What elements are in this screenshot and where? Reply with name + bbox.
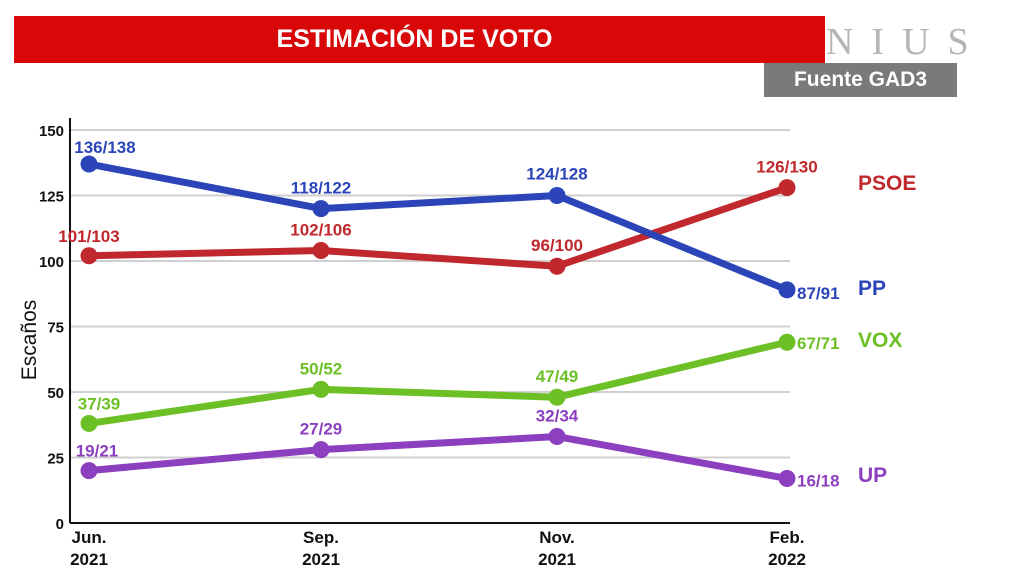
x-tick-label: Sep. <box>303 528 339 547</box>
legend-vox: VOX <box>858 329 902 352</box>
x-tick-label: 2021 <box>538 550 576 569</box>
x-tick-label: Feb. <box>770 528 805 547</box>
series-line-pp <box>85 160 791 294</box>
series-line-up <box>85 433 791 482</box>
data-point-vox <box>80 414 98 432</box>
chart-title: ESTIMACIÓN DE VOTO <box>276 25 553 53</box>
source-text: Fuente GAD3 <box>793 68 927 91</box>
x-tick-label: 2021 <box>302 550 340 569</box>
data-point-psoe <box>312 242 330 260</box>
series-line-vox <box>85 338 791 427</box>
brand-logo: NIUS <box>826 21 987 63</box>
data-point-pp <box>548 187 566 204</box>
data-label-up: 19/21 <box>76 442 119 461</box>
data-point-vox <box>312 380 330 398</box>
y-tick-label: 50 <box>47 385 64 402</box>
x-tick-label: 2022 <box>768 550 806 569</box>
data-point-psoe <box>80 247 98 265</box>
y-tick-label: 150 <box>39 123 64 140</box>
data-label-psoe: 126/130 <box>756 158 817 177</box>
legend-pp: PP <box>858 277 886 300</box>
data-label-pp: 118/122 <box>291 179 352 198</box>
data-point-up <box>80 462 98 480</box>
title-banner: ESTIMACIÓN DE VOTO <box>14 16 825 63</box>
data-point-up <box>778 469 796 487</box>
y-axis-label: Escaños <box>18 300 41 381</box>
y-tick-label: 125 <box>39 189 64 206</box>
data-point-pp <box>778 281 796 299</box>
x-tick-label: Jun. <box>72 528 107 547</box>
legend-psoe: PSOE <box>858 172 916 195</box>
data-label-vox: 47/49 <box>536 367 579 386</box>
data-label-psoe: 101/103 <box>58 227 119 246</box>
data-label-vox: 37/39 <box>78 394 121 413</box>
data-label-vox: 50/52 <box>300 359 343 378</box>
y-tick-label: 100 <box>39 254 64 271</box>
data-label-vox: 67/71 <box>797 334 840 353</box>
legend-up: UP <box>858 464 887 487</box>
data-point-up <box>548 428 566 446</box>
data-point-vox <box>778 333 796 351</box>
data-label-psoe: 96/100 <box>531 236 583 255</box>
data-label-pp: 136/138 <box>74 138 135 157</box>
data-label-pp: 124/128 <box>526 165 587 184</box>
data-point-vox <box>548 388 566 406</box>
y-tick-label: 0 <box>56 516 64 533</box>
series-line-psoe <box>85 184 791 270</box>
data-label-pp: 87/91 <box>797 284 840 303</box>
data-point-psoe <box>778 179 796 197</box>
data-label-up: 16/18 <box>797 471 840 490</box>
data-point-psoe <box>548 257 566 275</box>
data-point-up <box>312 441 330 459</box>
data-label-up: 27/29 <box>300 420 343 439</box>
data-label-up: 32/34 <box>536 407 579 426</box>
data-point-pp <box>80 155 98 173</box>
x-tick-label: Nov. <box>539 528 575 547</box>
y-tick-label: 25 <box>47 451 64 468</box>
x-tick-label: 2021 <box>70 550 108 569</box>
data-point-pp <box>312 200 330 218</box>
source-badge: Fuente GAD3 <box>764 63 957 97</box>
y-tick-label: 75 <box>47 320 64 337</box>
data-label-psoe: 102/106 <box>290 221 351 240</box>
